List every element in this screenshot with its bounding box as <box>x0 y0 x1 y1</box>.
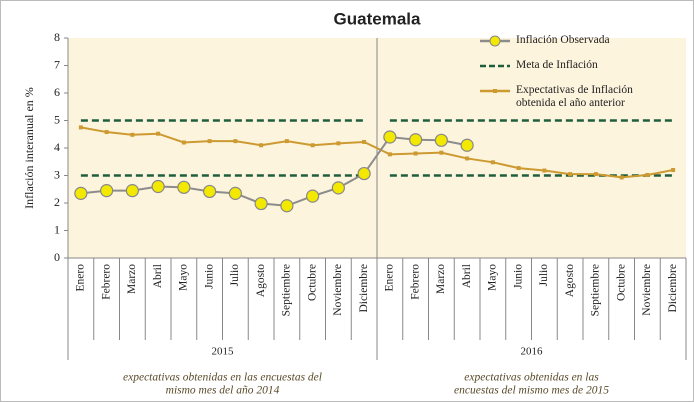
legend-swatch <box>480 89 510 93</box>
observed-marker <box>254 196 268 211</box>
expectations-marker <box>130 132 135 137</box>
y-tick-label: 0 <box>54 250 60 264</box>
x-tick-label: Marzo <box>435 264 447 294</box>
observed-marker <box>331 181 345 195</box>
expectations-marker <box>259 143 264 148</box>
legend-label: Inflación Observada <box>516 34 610 46</box>
observed-marker <box>383 130 397 144</box>
x-tick-label: Julio <box>538 264 550 287</box>
expectations-marker <box>336 141 341 146</box>
expectations-marker <box>619 175 624 180</box>
legend-swatch <box>480 35 510 47</box>
x-tick-label: Febrero <box>409 264 421 300</box>
expectations-marker <box>465 156 470 161</box>
expectations-marker <box>568 172 573 177</box>
expectations-marker <box>104 130 109 135</box>
observed-marker <box>409 133 423 147</box>
x-tick-label: Febrero <box>100 264 112 300</box>
group-label: 2016 <box>521 346 544 358</box>
observed-marker <box>306 189 320 203</box>
legend-item: Expectativas de Inflación obtenida el añ… <box>478 84 678 110</box>
observed-marker <box>125 184 139 198</box>
expectations-marker <box>645 172 650 177</box>
x-tick-label: Agosto <box>564 264 576 297</box>
x-tick-label: Abril <box>152 264 164 288</box>
y-axis-label: Inflación interanual en % <box>22 87 36 209</box>
x-tick-label: Mayo <box>487 264 499 291</box>
expectations-marker <box>78 125 83 130</box>
expectations-marker <box>413 151 418 156</box>
legend: Inflación Observada Meta de Inflación Expe… <box>478 34 678 122</box>
observed-marker <box>151 179 165 194</box>
x-tick-label: Mayo <box>178 264 190 291</box>
x-tick-label: Noviembre <box>641 264 653 316</box>
legend-label: Expectativas de Inflación obtenida el añ… <box>516 84 633 109</box>
y-tick-label: 2 <box>54 195 60 209</box>
legend-swatch <box>480 64 510 68</box>
observed-marker <box>177 180 191 194</box>
legend-item: Inflación Observada <box>478 34 678 47</box>
x-tick-label: Junio <box>203 264 215 289</box>
chart-title: Guatemala <box>334 9 421 28</box>
x-tick-label: Octubre <box>615 264 627 301</box>
x-tick-label: Enero <box>384 264 396 292</box>
y-tick-label: 3 <box>54 167 60 181</box>
observed-marker <box>100 184 114 198</box>
x-tick-label: Enero <box>75 264 87 292</box>
x-tick-label: Octubre <box>306 264 318 301</box>
x-tick-label: Septiembre <box>590 264 602 316</box>
x-tick-label: Abril <box>461 264 473 288</box>
y-tick-label: 7 <box>54 57 60 71</box>
expectations-marker <box>362 139 367 144</box>
expectations-marker <box>542 168 547 173</box>
x-tick-label: Marzo <box>126 264 138 294</box>
observed-marker <box>74 186 88 200</box>
y-tick-label: 4 <box>54 140 60 154</box>
x-tick-label: Septiembre <box>281 264 293 316</box>
x-tick-label: Diciembre <box>358 264 370 313</box>
expectations-marker <box>156 131 161 136</box>
expectations-marker <box>181 140 186 145</box>
group-note: expectativas obtenidas en las <box>464 372 599 384</box>
group-label: 2015 <box>212 346 235 358</box>
legend-item: Meta de Inflación <box>478 59 678 72</box>
expectations-marker <box>310 143 315 148</box>
legend-marker <box>489 35 501 47</box>
expectations-marker <box>593 172 598 177</box>
expectations-marker <box>387 152 392 157</box>
observed-line <box>80 135 468 207</box>
legend-label: Meta de Inflación <box>516 59 598 71</box>
y-tick-label: 1 <box>54 222 60 236</box>
x-tick-label: Junio <box>512 264 524 289</box>
observed-marker <box>228 186 242 200</box>
legend-marker <box>493 89 497 93</box>
x-tick-label: Julio <box>229 264 241 287</box>
expectations-line <box>80 126 674 179</box>
expectations-marker <box>671 168 676 172</box>
observed-marker <box>460 138 474 152</box>
observed-marker <box>280 199 294 213</box>
expectations-marker <box>207 139 212 144</box>
expectations-marker <box>233 139 238 144</box>
group-note: encuestas del mismo mes de 2015 <box>454 385 609 397</box>
observed-marker <box>203 184 217 199</box>
expectations-marker <box>439 150 444 155</box>
observed-marker <box>434 133 448 147</box>
group-note: expectativas obtenidas en las encuestas … <box>123 372 322 384</box>
expectations-marker <box>490 160 495 165</box>
x-tick-label: Agosto <box>255 264 267 297</box>
x-tick-label: Diciembre <box>667 264 679 313</box>
y-tick-label: 5 <box>54 112 60 126</box>
y-tick-label: 8 <box>54 30 60 44</box>
x-tick-label: Noviembre <box>332 264 344 316</box>
y-tick-label: 6 <box>54 85 60 99</box>
expectations-marker <box>516 166 521 171</box>
observed-marker <box>357 166 371 181</box>
group-note: mismo mes del año 2014 <box>166 385 280 397</box>
expectations-marker <box>284 139 289 144</box>
